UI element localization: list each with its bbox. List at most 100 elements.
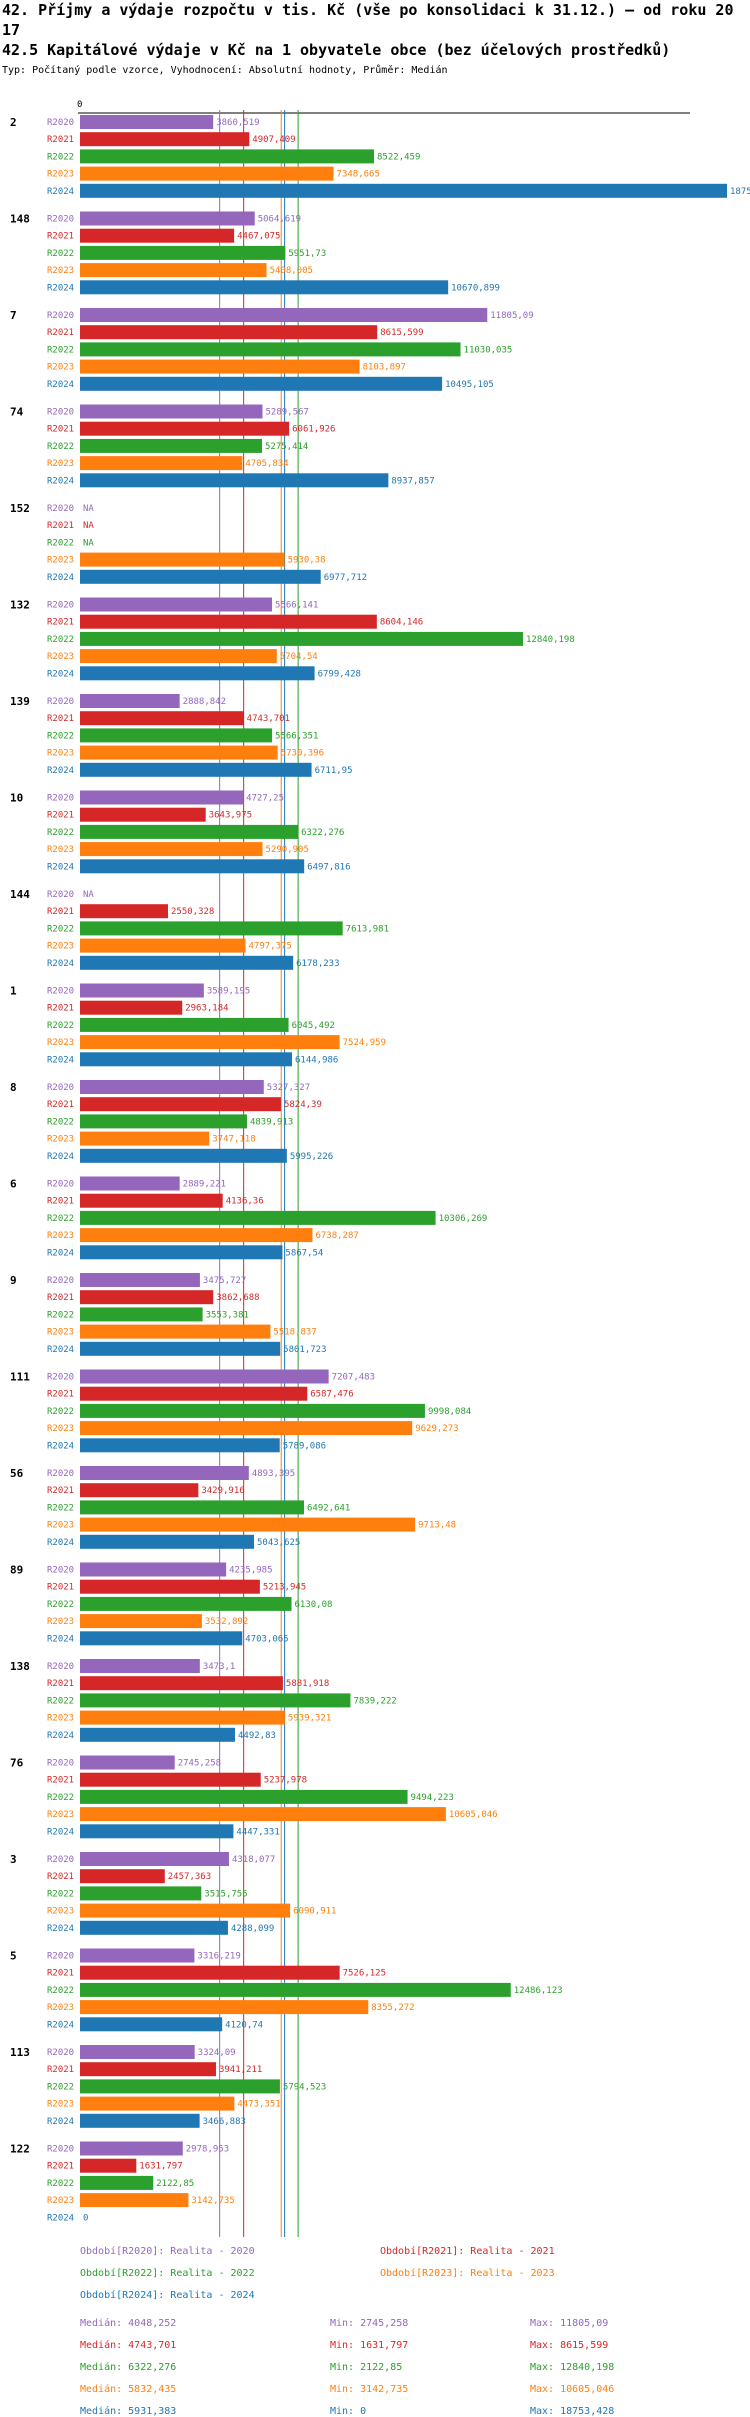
value-label: 5801,723 — [283, 1345, 326, 1355]
series-label: R2020 — [47, 215, 74, 225]
bar — [80, 1228, 313, 1243]
value-label: 0 — [83, 2213, 88, 2223]
value-label: 3532,892 — [205, 1617, 248, 1627]
series-label: R2023 — [47, 652, 74, 662]
bar — [80, 1273, 200, 1287]
value-label: 5794,523 — [283, 2082, 326, 2092]
legend-max-4: Max: 18753,428 — [530, 2406, 615, 2417]
series-label: R2020 — [47, 601, 74, 611]
value-label: NA — [83, 504, 94, 514]
value-label: 3324,09 — [198, 2048, 236, 2058]
group-label: 7 — [10, 309, 17, 322]
series-label: R2020 — [47, 2048, 74, 2058]
value-label: 5789,086 — [283, 1441, 326, 1451]
value-label: 5289,567 — [265, 408, 308, 418]
value-label: 5824,39 — [284, 1100, 322, 1110]
group-label: 8 — [10, 1081, 17, 1094]
value-label: 6322,276 — [301, 828, 344, 838]
bar — [80, 1114, 247, 1129]
group-label: 5 — [10, 1950, 17, 1963]
bar — [80, 728, 273, 743]
series-label: R2020 — [47, 1855, 74, 1865]
page-title-line1: 42. Příjmy a výdaje rozpočtu v tis. Kč (… — [2, 1, 734, 19]
value-label: 10495,105 — [445, 380, 494, 390]
value-label: 4705,834 — [245, 459, 288, 469]
bar — [80, 2079, 280, 2094]
value-label: 7207,483 — [332, 1373, 375, 1383]
axis-zero-label: 0 — [77, 100, 82, 110]
series-label: R2024 — [47, 766, 74, 776]
series-label: R2020 — [47, 311, 74, 321]
bar — [80, 1245, 283, 1260]
series-label: R2024 — [47, 380, 74, 390]
series-label: R2022 — [47, 1600, 74, 1610]
bar — [80, 2062, 216, 2077]
bar — [80, 1097, 281, 1112]
value-label: 5566,351 — [275, 731, 318, 741]
value-label: 4136,36 — [226, 1197, 264, 1207]
bar — [80, 1534, 255, 1549]
series-label: R2024 — [47, 862, 74, 872]
value-label: 5275,414 — [265, 442, 308, 452]
bar — [80, 983, 204, 998]
value-label: 4492,83 — [238, 1731, 276, 1741]
series-label: R2024 — [47, 476, 74, 486]
group-label: 152 — [10, 502, 30, 515]
series-label: R2023 — [47, 1424, 74, 1434]
value-label: 7348,665 — [337, 170, 380, 180]
value-label: 3553,381 — [206, 1310, 249, 1320]
value-label: 8355,272 — [371, 2003, 414, 2013]
bar — [80, 1631, 243, 1646]
series-label: R2020 — [47, 1180, 74, 1190]
series-label: R2024 — [47, 669, 74, 679]
bar — [80, 2045, 195, 2059]
value-label: 4318,077 — [232, 1855, 275, 1865]
value-label: 9998,084 — [428, 1407, 471, 1417]
bar — [80, 1307, 203, 1322]
series-label: R2022 — [47, 635, 74, 645]
bar — [80, 614, 377, 629]
bar — [80, 711, 244, 726]
value-label: 4893,395 — [252, 1469, 295, 1479]
value-label: 4743,701 — [247, 714, 290, 724]
bar — [80, 1579, 260, 1594]
value-label: 12486,123 — [514, 1986, 563, 1996]
value-label: 4839,913 — [250, 1117, 293, 1127]
bar — [80, 2113, 200, 2128]
value-label: 2550,328 — [171, 907, 214, 917]
value-label: 5290,905 — [266, 845, 309, 855]
bar — [80, 1693, 351, 1708]
value-label: 12840,198 — [526, 635, 575, 645]
group-label: 3 — [10, 1853, 17, 1866]
series-label: R2022 — [47, 1696, 74, 1706]
series-label: R2022 — [47, 731, 74, 741]
bar — [80, 342, 461, 357]
bar — [80, 1421, 413, 1436]
value-label: 3643,975 — [209, 811, 252, 821]
bar — [80, 552, 285, 567]
bar — [80, 1403, 425, 1418]
value-label: 3466,883 — [203, 2117, 246, 2127]
bar — [80, 1807, 446, 1822]
bar — [80, 1886, 202, 1901]
value-label: 7524,959 — [343, 1038, 386, 1048]
value-label: 3862,688 — [216, 1293, 259, 1303]
bar — [80, 1903, 291, 1918]
series-label: R2024 — [47, 1055, 74, 1065]
value-label: 6178,233 — [296, 959, 339, 969]
value-label: 7613,981 — [346, 924, 389, 934]
series-label: R2022 — [47, 249, 74, 259]
page-title-line2: 17 — [2, 21, 21, 39]
series-label: R2021 — [47, 2065, 74, 2075]
series-label: R2022 — [47, 538, 74, 548]
series-label: R2024 — [47, 1248, 74, 1258]
bar — [80, 1948, 195, 1963]
series-label: R2020 — [47, 1566, 74, 1576]
series-label: R2020 — [47, 1759, 74, 1769]
bar — [80, 1920, 228, 1935]
bar — [80, 1369, 329, 1384]
series-label: R2024 — [47, 2117, 74, 2127]
bar — [80, 2000, 369, 2015]
series-label: R2022 — [47, 2082, 74, 2092]
series-label: R2021 — [47, 328, 74, 338]
